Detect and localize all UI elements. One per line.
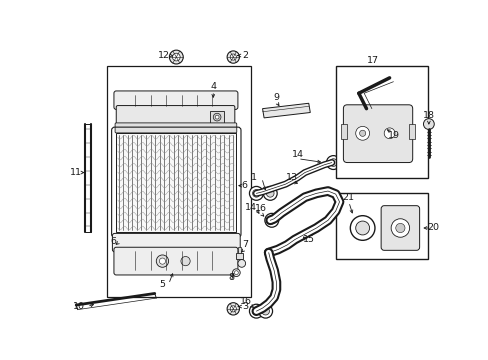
Circle shape xyxy=(249,304,263,318)
Bar xyxy=(210,111,224,128)
Circle shape xyxy=(234,271,238,275)
FancyBboxPatch shape xyxy=(114,91,238,109)
Circle shape xyxy=(215,115,219,119)
Circle shape xyxy=(390,219,409,237)
Circle shape xyxy=(355,221,369,235)
Text: 11: 11 xyxy=(69,168,81,177)
Circle shape xyxy=(266,189,273,197)
FancyBboxPatch shape xyxy=(343,105,412,163)
Text: 16: 16 xyxy=(239,297,251,306)
Text: 12: 12 xyxy=(158,51,170,60)
Circle shape xyxy=(261,307,269,315)
Bar xyxy=(107,66,250,297)
Text: 21: 21 xyxy=(342,193,354,202)
Circle shape xyxy=(423,119,433,130)
Text: 5: 5 xyxy=(159,280,165,289)
Circle shape xyxy=(329,159,337,166)
Circle shape xyxy=(226,303,239,315)
Text: 16: 16 xyxy=(254,204,266,213)
Text: 6: 6 xyxy=(242,181,247,190)
Circle shape xyxy=(263,186,277,200)
Circle shape xyxy=(359,130,365,136)
Bar xyxy=(335,193,427,259)
FancyBboxPatch shape xyxy=(114,247,238,275)
Bar xyxy=(238,247,241,253)
Circle shape xyxy=(395,223,404,233)
Text: 7: 7 xyxy=(242,240,247,249)
Text: 8: 8 xyxy=(227,273,233,282)
Text: 13: 13 xyxy=(285,173,297,182)
Circle shape xyxy=(264,213,278,227)
Circle shape xyxy=(258,304,272,318)
Polygon shape xyxy=(262,103,310,118)
Text: 14: 14 xyxy=(244,203,257,212)
Circle shape xyxy=(252,307,260,315)
Circle shape xyxy=(169,50,183,64)
Circle shape xyxy=(213,113,221,121)
Text: 20: 20 xyxy=(427,224,439,233)
Text: 4: 4 xyxy=(210,82,216,91)
Bar xyxy=(116,133,235,232)
Circle shape xyxy=(349,216,374,240)
Circle shape xyxy=(232,269,240,276)
FancyBboxPatch shape xyxy=(112,233,240,252)
Text: 3: 3 xyxy=(241,302,247,311)
Bar xyxy=(235,253,243,259)
Text: 9: 9 xyxy=(273,93,279,102)
Text: 10: 10 xyxy=(73,302,85,311)
Circle shape xyxy=(230,54,236,60)
Circle shape xyxy=(249,186,263,200)
Circle shape xyxy=(326,156,340,170)
FancyBboxPatch shape xyxy=(116,105,234,124)
Bar xyxy=(212,128,221,134)
Text: 19: 19 xyxy=(386,131,399,140)
Text: 14: 14 xyxy=(291,149,304,158)
Circle shape xyxy=(159,258,165,264)
Circle shape xyxy=(238,260,245,267)
Circle shape xyxy=(252,189,260,197)
Circle shape xyxy=(172,53,180,61)
Circle shape xyxy=(226,51,239,63)
Bar xyxy=(335,66,427,178)
FancyBboxPatch shape xyxy=(115,123,236,133)
Circle shape xyxy=(230,306,236,312)
Circle shape xyxy=(156,255,168,267)
Text: 15: 15 xyxy=(302,235,314,244)
Circle shape xyxy=(181,256,190,266)
Circle shape xyxy=(355,126,369,140)
Text: 18: 18 xyxy=(422,111,434,120)
Bar xyxy=(408,124,414,139)
Circle shape xyxy=(267,216,275,224)
Text: 17: 17 xyxy=(366,56,378,65)
FancyBboxPatch shape xyxy=(380,206,419,250)
Circle shape xyxy=(384,128,394,139)
Text: 2: 2 xyxy=(242,51,247,60)
Text: 6: 6 xyxy=(110,237,116,246)
Bar xyxy=(341,124,346,139)
Text: 1: 1 xyxy=(250,174,257,183)
